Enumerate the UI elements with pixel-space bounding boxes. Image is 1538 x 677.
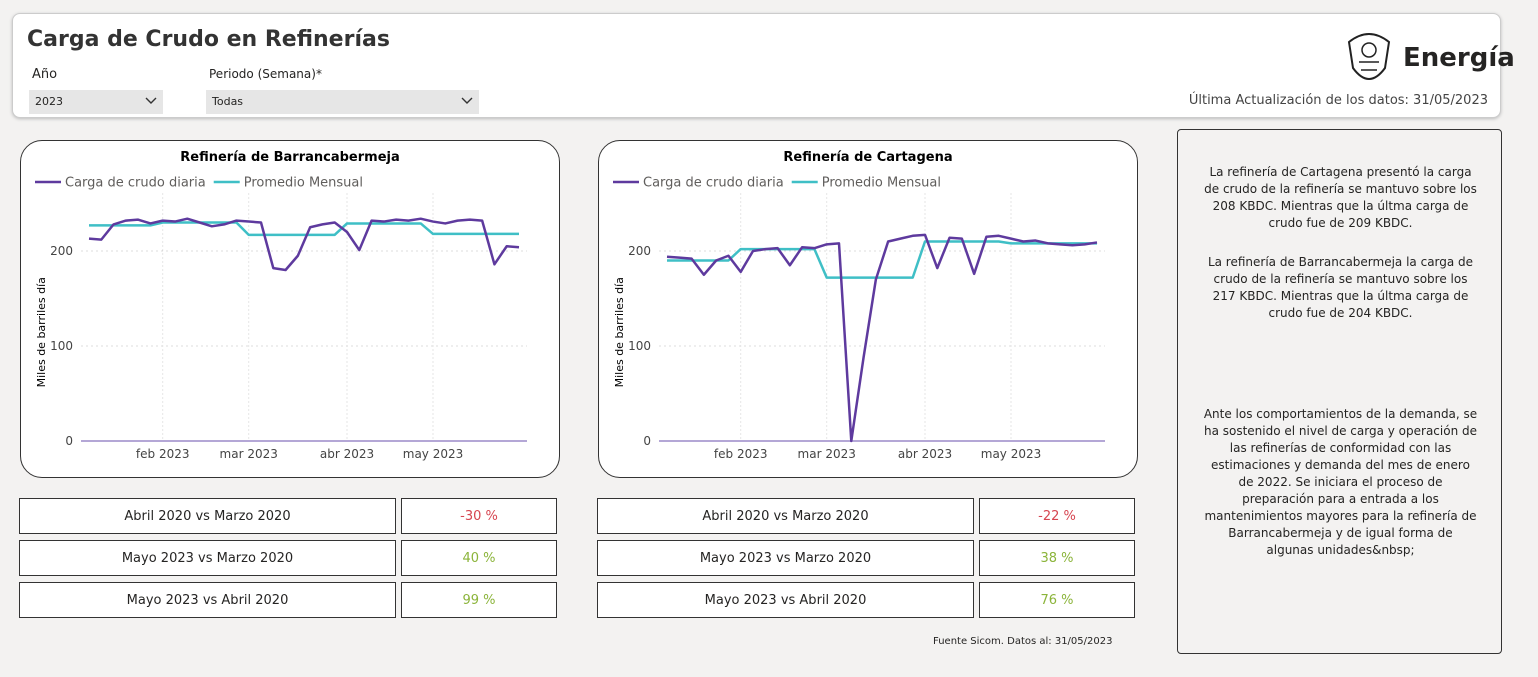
data-line (88, 217, 520, 272)
x-tick-label: abr 2023 (320, 447, 374, 461)
note: Ante los comportamientos de la demanda, … (1203, 407, 1478, 557)
legend-label: Carga de crudo diaria (65, 176, 206, 191)
chart: Refinería de Cartagena Carga de crudo dia… (613, 150, 1105, 461)
dropdown-value: Todas (212, 95, 244, 108)
filter-label: Periodo (Semana)* (209, 67, 322, 81)
filter-label: Año (32, 67, 58, 82)
legend-label: Promedio Mensual (822, 176, 941, 191)
source: Fuente Sicom. Datos al: 31/05/2023 (933, 636, 1113, 647)
data-line (666, 233, 1098, 443)
x-tick-label: may 2023 (403, 447, 464, 461)
x-tick-label: mar 2023 (798, 447, 856, 461)
crest-icon (1347, 33, 1391, 80)
data-line (667, 240, 1097, 279)
brand: Energía (1403, 43, 1515, 73)
chart-card: Refinería de Cartagena Carga de crudo dia… (598, 140, 1138, 478)
y-axis-label: Miles de barriles día (35, 277, 48, 387)
page-title: Carga de Crudo en Refinerías (27, 27, 390, 52)
y-axis-label: Miles de barriles día (613, 277, 626, 387)
x-tick-label: mar 2023 (220, 447, 278, 461)
x-tick-label: may 2023 (981, 447, 1042, 461)
chart-title: Refinería de Cartagena (783, 150, 952, 165)
comparison-label: Mayo 2023 vs Marzo 2020 (597, 540, 974, 576)
comparison-value: 76 % (979, 582, 1135, 618)
comparison-value: 38 % (979, 540, 1135, 576)
y-tick-label: 100 (628, 339, 651, 353)
comparison-value: 40 % (401, 540, 557, 576)
chart: Refinería de Barrancabermeja Carga de cru… (35, 150, 527, 461)
y-tick-label: 0 (65, 434, 73, 448)
y-tick-label: 100 (50, 339, 73, 353)
y-tick-label: 0 (643, 434, 651, 448)
note: La refinería de Cartagena presentó la ca… (1204, 165, 1477, 230)
note: La refinería de Barrancabermeja la carga… (1207, 255, 1474, 320)
legend-label: Carga de crudo diaria (643, 176, 784, 191)
x-tick-label: abr 2023 (898, 447, 952, 461)
x-tick-label: feb 2023 (136, 447, 190, 461)
chart-title: Refinería de Barrancabermeja (180, 150, 399, 165)
update-date: Última Actualización de los datos: 31/05… (1188, 93, 1488, 108)
data-line (89, 221, 519, 237)
chart-card: Refinería de Barrancabermeja Carga de cru… (20, 140, 560, 478)
notes-panel: La refinería de Cartagena presentó la ca… (1177, 129, 1502, 654)
y-tick-label: 200 (628, 244, 651, 258)
comparison-label: Mayo 2023 vs Abril 2020 (597, 582, 974, 618)
comparison-label: Abril 2020 vs Marzo 2020 (19, 498, 396, 534)
comparison-label: Mayo 2023 vs Abril 2020 (19, 582, 396, 618)
legend-label: Promedio Mensual (244, 176, 363, 191)
x-tick-label: feb 2023 (714, 447, 768, 461)
period-dropdown[interactable]: Todas (206, 90, 479, 114)
comparison-value: -22 % (979, 498, 1135, 534)
dropdown-value: 2023 (35, 95, 63, 108)
comparison-value: 99 % (401, 582, 557, 618)
comparison-label: Mayo 2023 vs Marzo 2020 (19, 540, 396, 576)
y-tick-label: 200 (50, 244, 73, 258)
header: Carga de Crudo en Refinerías Año 2023 Pe… (12, 13, 1515, 118)
year-dropdown[interactable]: 2023 (29, 90, 163, 114)
comparison-label: Abril 2020 vs Marzo 2020 (597, 498, 974, 534)
comparison-value: -30 % (401, 498, 557, 534)
